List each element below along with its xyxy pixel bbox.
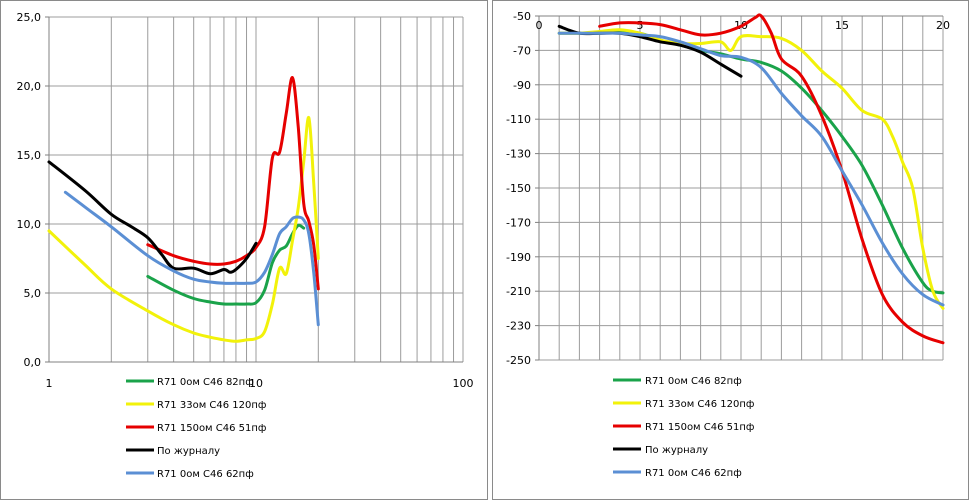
left-legend-label: R71 0ом C46 62пф: [157, 469, 254, 480]
right-legend-label: R71 150ом C46 51пф: [645, 422, 754, 433]
right-y-tick-label: -90: [513, 79, 531, 92]
left-y-tick-label: 25,0: [17, 11, 42, 24]
right-y-tick-label: -170: [506, 216, 531, 229]
right-x-tick-label: 5: [637, 19, 644, 32]
left-y-tick-label: 10,0: [17, 218, 42, 231]
right-series-line-5: [557, 31, 945, 307]
right-x-tick-label: 15: [835, 19, 849, 32]
right-x-tick-label: 20: [936, 19, 950, 32]
left-series-line-2: [47, 116, 320, 343]
right-y-tick-label: -130: [506, 148, 531, 161]
left-legend-label: По журналу: [157, 446, 220, 457]
right-series-line-2: [557, 28, 945, 310]
right-series-line-3: [598, 13, 945, 345]
left-x-tick-label: 1: [46, 377, 53, 390]
right-y-tick-label: -230: [506, 320, 531, 333]
right-legend-label: R71 0ом C46 82пф: [645, 376, 742, 387]
right-y-tick-label: -110: [506, 113, 531, 126]
right-legend: R71 0ом C46 82пф R71 33ом C46 120пф R71 15…: [613, 376, 754, 479]
left-legend: R71 0ом C46 82пф R71 33ом C46 120пф R71 15…: [126, 377, 266, 480]
right-y-tick-label: -70: [513, 44, 531, 57]
left-y-tick-label: 5,0: [24, 287, 42, 300]
right-x-tick-label: 0: [536, 19, 543, 32]
left-chart: 0,0 5,0 10,0 15,0 20,0 25,0 1 10 100 R71 0ом C46 …: [17, 11, 474, 480]
left-x-tick-label: 10: [249, 377, 263, 390]
left-series-line-5: [63, 190, 320, 327]
right-series-lines: [557, 13, 945, 345]
left-y-tick-label: 20,0: [17, 80, 42, 93]
right-chart-panel: -50 -70 -90 -110 -130 -150 -170 -190 -210 -230 -25…: [492, 0, 969, 500]
right-series-line-1: [557, 30, 945, 295]
left-legend-label: R71 150ом C46 51пф: [157, 423, 266, 434]
left-legend-label: R71 33ом C46 120пф: [157, 400, 266, 411]
right-gridlines: [539, 15, 944, 361]
right-legend-label: R71 0ом C46 62пф: [645, 468, 742, 479]
right-chart: -50 -70 -90 -110 -130 -150 -170 -190 -210 -230 -25…: [506, 10, 950, 479]
left-series-lines: [47, 76, 320, 343]
left-series-line-4: [47, 160, 258, 276]
right-y-tick-label: -250: [506, 354, 531, 367]
right-y-tick-label: -50: [513, 10, 531, 23]
left-chart-panel: 0,0 5,0 10,0 15,0 20,0 25,0 1 10 100 R71 0ом C46 …: [0, 0, 488, 500]
left-series-line-1: [146, 223, 306, 306]
right-y-tick-label: -150: [506, 182, 531, 195]
right-y-tick-label: -210: [506, 285, 531, 298]
right-legend-label: R71 33ом C46 120пф: [645, 399, 754, 410]
left-legend-label: R71 0ом C46 82пф: [157, 377, 254, 388]
left-y-tick-label: 15,0: [17, 149, 42, 162]
right-legend-label: По журналу: [645, 445, 708, 456]
right-y-tick-label: -190: [506, 251, 531, 264]
left-series-line-3: [146, 76, 320, 291]
left-gridlines: [49, 16, 464, 362]
left-y-tick-label: 0,0: [24, 356, 42, 369]
left-x-tick-label: 100: [453, 377, 474, 390]
